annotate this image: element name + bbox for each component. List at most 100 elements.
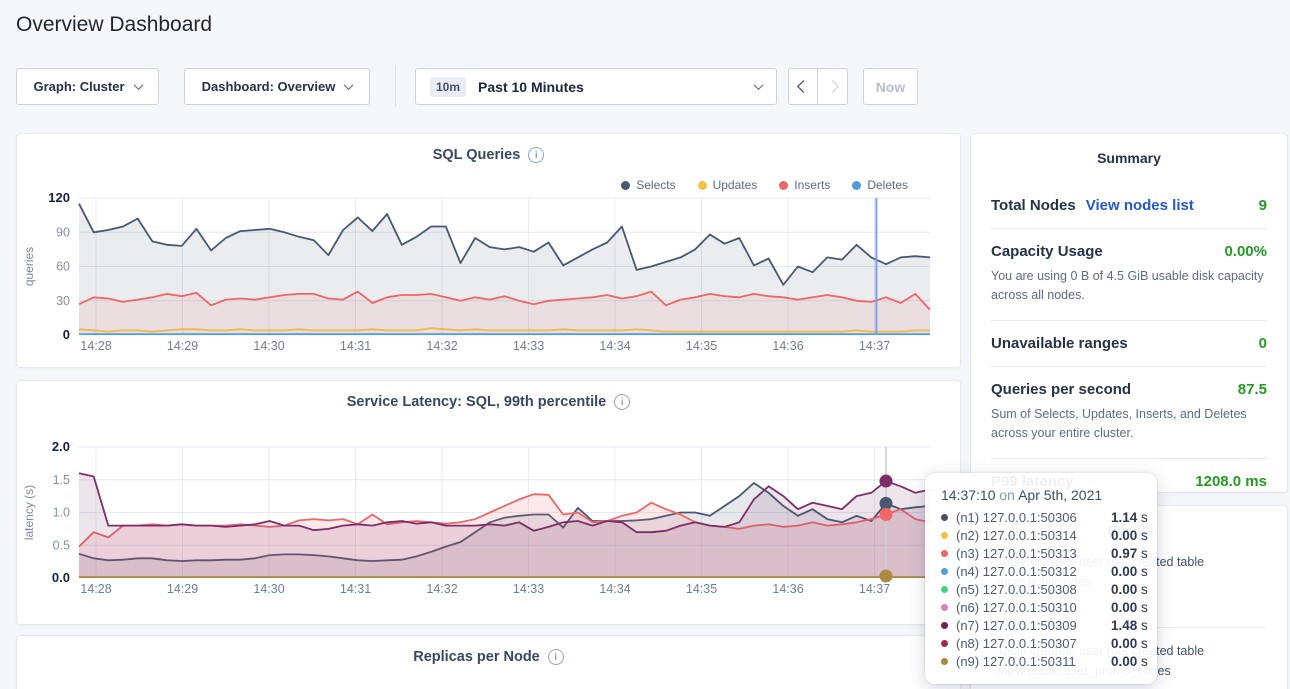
- sql-queries-panel: SQL Queries i Selects Updates Inserts Delet…: [16, 133, 961, 368]
- series-color-dot: [941, 639, 948, 647]
- legend-label: Selects: [636, 178, 676, 192]
- tooltip-node-value: 0.00 s: [1111, 599, 1148, 615]
- divider: [991, 365, 1267, 367]
- svg-text:14:29: 14:29: [167, 582, 198, 596]
- tooltip-node-value: 0.00 s: [1111, 527, 1148, 543]
- svg-text:0.5: 0.5: [53, 538, 70, 552]
- svg-text:1.0: 1.0: [53, 506, 70, 520]
- time-range-label: Past 10 Minutes: [478, 78, 584, 95]
- svg-text:60: 60: [56, 260, 70, 274]
- view-nodes-link[interactable]: View nodes list: [1085, 197, 1194, 214]
- tooltip-node-label: (n9) 127.0.0.1:50311: [956, 653, 1076, 669]
- divider: [991, 319, 1267, 321]
- dashboard-dropdown[interactable]: Dashboard: Overview: [184, 68, 370, 105]
- previous-time-button[interactable]: [788, 68, 818, 105]
- tooltip-node-label: (n8) 127.0.0.1:50307: [956, 635, 1077, 651]
- tooltip-node-label: (n7) 127.0.0.1:50309: [956, 617, 1077, 633]
- tooltip-node-label: (n2) 127.0.0.1:50314: [956, 527, 1077, 543]
- legend-item-deletes[interactable]: Deletes: [852, 178, 908, 192]
- tooltip-node-row: (n9) 127.0.0.1:50311 0.00 s: [941, 652, 1148, 670]
- svg-text:1.5: 1.5: [53, 473, 70, 487]
- summary-stat-value: 0: [1258, 334, 1267, 352]
- legend-item-updates[interactable]: Updates: [697, 178, 757, 192]
- page-title: Overview Dashboard: [16, 13, 213, 36]
- tooltip-node-row: (n8) 127.0.0.1:50307 0.00 s: [941, 634, 1148, 652]
- replicas-per-node-panel: Replicas per Node i: [16, 635, 961, 689]
- service-latency-panel: Service Latency: SQL, 99th percentile i …: [16, 380, 961, 625]
- tooltip-node-label: (n1) 127.0.0.1:50306: [956, 509, 1077, 525]
- series-color-dot: [941, 513, 948, 521]
- time-range-badge: 10m: [430, 76, 467, 97]
- svg-text:14:28: 14:28: [80, 582, 111, 596]
- next-time-button[interactable]: [818, 68, 848, 105]
- tooltip-node-row: (n5) 127.0.0.1:50308 0.00 s: [941, 580, 1148, 598]
- svg-text:0: 0: [63, 327, 70, 342]
- crosshair-tooltip: 14:37:10 on Apr 5th, 2021 (n1) 127.0.0.1…: [925, 473, 1157, 684]
- chevron-down-icon: [343, 80, 354, 91]
- svg-text:14:32: 14:32: [426, 339, 457, 353]
- legend-label: Inserts: [794, 178, 831, 192]
- tooltip-node-label: (n6) 127.0.0.1:50310: [956, 599, 1077, 615]
- summary-stat-value: 9: [1258, 197, 1267, 214]
- summary-stat: Unavailable ranges 0: [991, 326, 1267, 361]
- svg-text:14:36: 14:36: [772, 339, 803, 353]
- svg-text:14:32: 14:32: [426, 582, 457, 596]
- sql-queries-chart[interactable]: 14:28 14:29 14:30 14:31 14:32 14:33 14:34 14:35…: [17, 134, 962, 369]
- summary-stat-value: 0.00%: [1224, 243, 1267, 260]
- summary-panel: Summary Total Nodes View nodes list 9 Capac…: [970, 133, 1288, 493]
- tooltip-node-value: 0.00 s: [1111, 653, 1148, 669]
- svg-text:14:33: 14:33: [513, 582, 544, 596]
- chevron-down-icon: [133, 80, 143, 91]
- series-color-dot: [941, 621, 948, 629]
- series-color-dot: [941, 567, 948, 575]
- svg-text:14:30: 14:30: [253, 339, 284, 353]
- chart-title: Service Latency: SQL, 99th percentile: [346, 394, 607, 410]
- summary-title: Summary: [1097, 150, 1161, 166]
- chevron-right-icon: [826, 80, 839, 93]
- legend-label: Deletes: [867, 178, 908, 192]
- svg-text:14:37: 14:37: [859, 582, 890, 596]
- svg-text:14:31: 14:31: [340, 582, 371, 596]
- tooltip-node-label: (n4) 127.0.0.1:50312: [956, 563, 1077, 579]
- summary-stat: Total Nodes View nodes list 9: [991, 188, 1267, 223]
- chart-legend: Selects Updates Inserts Deletes: [621, 178, 908, 192]
- svg-text:14:35: 14:35: [686, 582, 717, 596]
- svg-text:0.0: 0.0: [52, 570, 70, 585]
- svg-text:14:30: 14:30: [253, 582, 284, 596]
- tooltip-node-row: (n6) 127.0.0.1:50310 0.00 s: [941, 598, 1148, 616]
- time-range-dropdown[interactable]: 10m Past 10 Minutes: [415, 68, 777, 105]
- service-latency-plot[interactable]: 14:28 14:29 14:30 14:31 14:32 14:33 14:34 14:35…: [17, 381, 962, 626]
- graph-dropdown[interactable]: Graph: Cluster: [16, 68, 159, 105]
- tooltip-node-row: (n3) 127.0.0.1:50313 0.97 s: [941, 544, 1148, 562]
- sql-queries-plot[interactable]: 14:28 14:29 14:30 14:31 14:32 14:33 14:34 14:35…: [17, 134, 962, 369]
- svg-text:14:28: 14:28: [80, 339, 111, 353]
- svg-text:14:35: 14:35: [686, 339, 717, 353]
- time-step-buttons: [788, 68, 848, 105]
- svg-text:30: 30: [56, 294, 70, 308]
- legend-item-inserts[interactable]: Inserts: [779, 178, 830, 192]
- svg-text:14:37: 14:37: [859, 339, 890, 353]
- legend-item-selects[interactable]: Selects: [621, 178, 676, 192]
- tooltip-node-value: 0.97 s: [1111, 545, 1148, 561]
- now-button[interactable]: Now: [863, 68, 918, 105]
- summary-stat-label: Queries per second: [991, 380, 1132, 398]
- tooltip-node-value: 1.14 s: [1111, 509, 1148, 525]
- tooltip-node-row: (n1) 127.0.0.1:50306 1.14 s: [941, 508, 1148, 526]
- summary-stat-description: You are using 0 B of 4.5 GiB usable disk…: [991, 269, 1264, 303]
- svg-text:14:29: 14:29: [167, 339, 198, 353]
- svg-text:queries: queries: [22, 247, 36, 286]
- series-color-dot: [621, 180, 631, 190]
- info-icon[interactable]: i: [528, 147, 545, 163]
- svg-text:14:34: 14:34: [599, 582, 630, 596]
- series-color-dot: [941, 549, 948, 557]
- service-latency-chart[interactable]: 14:28 14:29 14:30 14:31 14:32 14:33 14:34 14:35…: [17, 381, 962, 626]
- tooltip-node-row: (n2) 127.0.0.1:50314 0.00 s: [941, 526, 1148, 544]
- svg-text:14:34: 14:34: [599, 339, 630, 353]
- series-color-dot: [941, 531, 948, 539]
- series-color-dot: [779, 180, 789, 190]
- svg-text:2.0: 2.0: [52, 439, 70, 454]
- toolbar-divider: [395, 66, 396, 107]
- info-icon[interactable]: i: [547, 649, 564, 665]
- info-icon[interactable]: i: [614, 394, 631, 410]
- series-color-dot: [941, 657, 948, 665]
